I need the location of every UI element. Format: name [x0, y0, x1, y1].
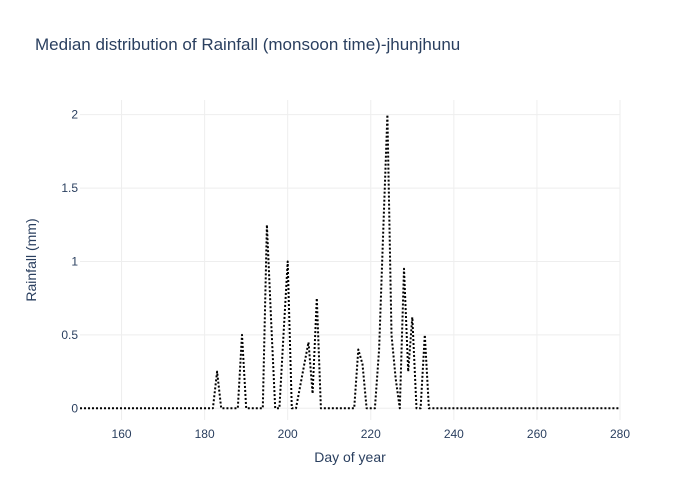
x-tick-label: 260 — [527, 427, 547, 441]
y-tick-label: 2 — [71, 108, 78, 122]
x-axis-label: Day of year — [314, 449, 386, 465]
x-tick-label: 240 — [444, 427, 464, 441]
grid-lines — [80, 100, 621, 420]
x-tick-label: 160 — [112, 427, 132, 441]
x-tick-label: 280 — [610, 427, 630, 441]
tick-labels: 160 180 200 220 240 260 280 0 0.5 1 1.5 2 — [61, 108, 630, 441]
y-tick-label: 1.5 — [61, 181, 78, 195]
x-tick-label: 200 — [278, 427, 298, 441]
x-tick-label: 180 — [195, 427, 215, 441]
y-tick-label: 0 — [71, 401, 78, 415]
y-axis-label: Rainfall (mm) — [23, 218, 39, 301]
plot-area — [80, 113, 620, 410]
rainfall-series-line — [80, 113, 620, 410]
x-tick-label: 220 — [361, 427, 381, 441]
y-tick-label: 0.5 — [61, 328, 78, 342]
y-tick-label: 1 — [71, 254, 78, 268]
chart-title: Median distribution of Rainfall (monsoon… — [35, 35, 460, 54]
